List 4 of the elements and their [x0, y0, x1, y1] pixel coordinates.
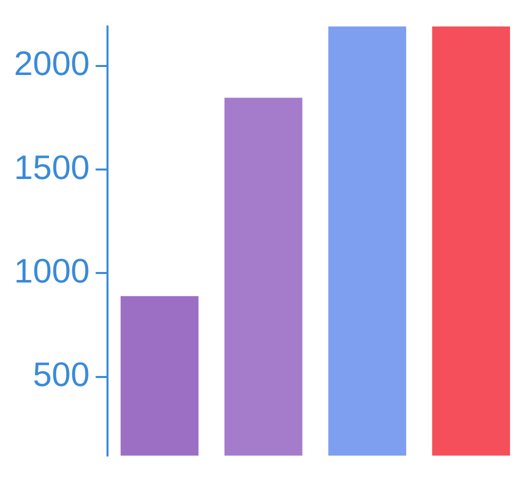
- y-tick-label: 1000: [14, 252, 90, 291]
- y-tick-label: 500: [32, 356, 90, 394]
- y-tick-label: 1500: [14, 148, 90, 187]
- y-tick-label: 2000: [14, 45, 90, 84]
